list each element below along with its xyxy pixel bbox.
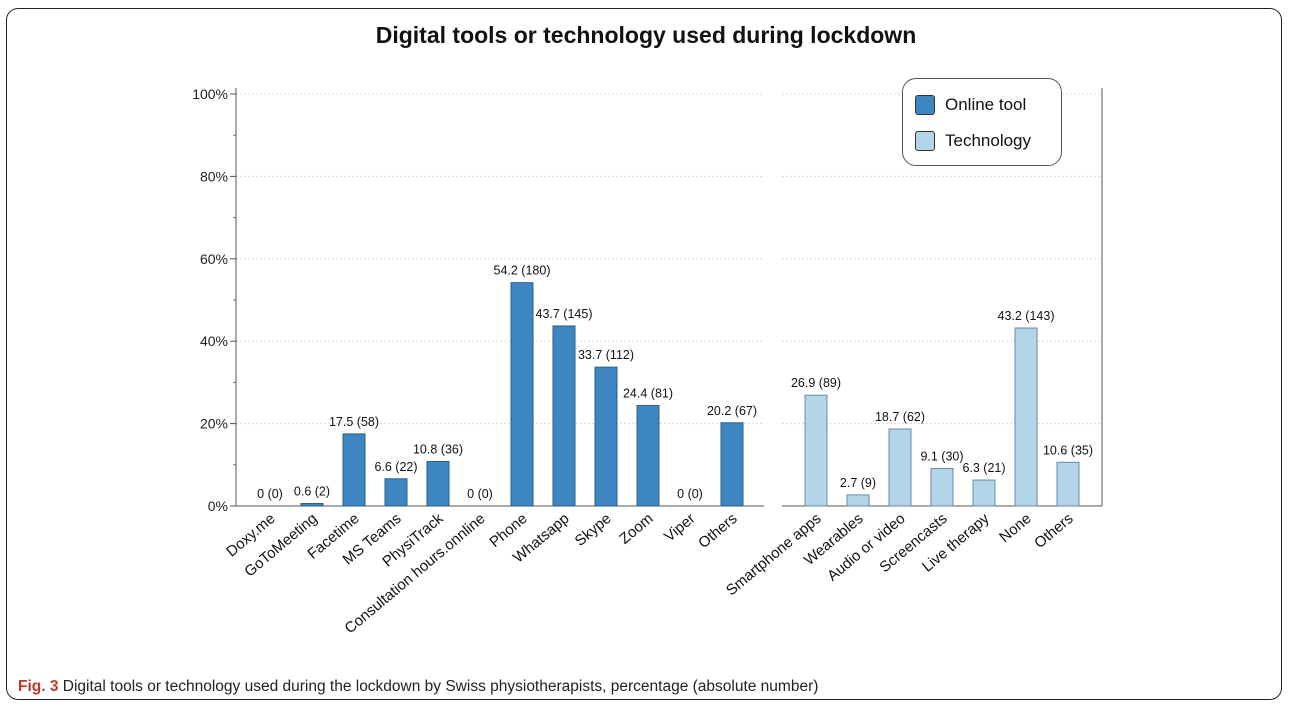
data-label: 43.7 (145) bbox=[536, 307, 593, 321]
bar bbox=[804, 394, 828, 507]
bar bbox=[1014, 327, 1038, 507]
y-tick-label: 60% bbox=[200, 251, 228, 267]
y-tick-label: 100% bbox=[192, 86, 228, 102]
data-label: 0 (0) bbox=[467, 487, 493, 501]
category-label: Viper bbox=[661, 510, 699, 545]
y-tick-label: 80% bbox=[200, 168, 228, 184]
legend-swatch-online-tool bbox=[915, 95, 935, 115]
legend-item-online-tool: Online tool bbox=[915, 93, 1026, 117]
data-label: 10.8 (36) bbox=[413, 443, 463, 457]
category-label: Others bbox=[695, 510, 740, 552]
bar bbox=[846, 494, 870, 507]
bar bbox=[510, 282, 534, 507]
bar bbox=[552, 325, 576, 507]
data-label: 10.6 (35) bbox=[1043, 443, 1093, 457]
data-label: 26.9 (89) bbox=[791, 376, 841, 390]
category-label: Skype bbox=[572, 510, 615, 550]
y-tick-label: 0% bbox=[208, 498, 228, 514]
data-label: 6.3 (21) bbox=[962, 461, 1005, 475]
data-label: 6.6 (22) bbox=[374, 460, 417, 474]
category-label: Others bbox=[1031, 510, 1076, 552]
data-label: 43.2 (143) bbox=[998, 309, 1055, 323]
legend-item-technology: Technology bbox=[915, 129, 1031, 153]
y-tick-label: 40% bbox=[200, 333, 228, 349]
bar bbox=[888, 428, 912, 507]
category-label: Zoom bbox=[616, 510, 656, 548]
data-label: 18.7 (62) bbox=[875, 410, 925, 424]
data-label: 0 (0) bbox=[257, 487, 283, 501]
legend-label-technology: Technology bbox=[945, 131, 1032, 150]
caption-text: Digital tools or technology used during … bbox=[58, 678, 819, 695]
data-label: 9.1 (30) bbox=[920, 450, 963, 464]
bar bbox=[972, 479, 996, 507]
y-tick-label: 20% bbox=[200, 416, 228, 432]
data-label: 17.5 (58) bbox=[329, 415, 379, 429]
chart-legend: Online tool Technology bbox=[902, 78, 1062, 166]
data-label: 54.2 (180) bbox=[494, 264, 551, 278]
caption-label: Fig. 3 bbox=[18, 678, 59, 695]
bar bbox=[636, 404, 660, 507]
data-label: 20.2 (67) bbox=[707, 404, 757, 418]
figure-caption: Fig. 3 Digital tools or technology used … bbox=[18, 678, 818, 696]
legend-swatch-technology bbox=[915, 131, 935, 151]
bar bbox=[720, 422, 744, 507]
figure-frame bbox=[6, 8, 1282, 700]
chart-title: Digital tools or technology used during … bbox=[375, 22, 917, 48]
bar bbox=[1056, 461, 1080, 507]
data-label: 0.6 (2) bbox=[294, 485, 330, 499]
data-label: 2.7 (9) bbox=[840, 476, 876, 490]
bar bbox=[300, 503, 324, 507]
data-label: 24.4 (81) bbox=[623, 386, 673, 400]
bar bbox=[342, 433, 366, 507]
bar bbox=[384, 478, 408, 507]
bar bbox=[426, 461, 450, 507]
data-label: 33.7 (112) bbox=[578, 348, 634, 362]
bar bbox=[594, 366, 618, 507]
category-label: None bbox=[996, 510, 1034, 546]
legend-label-online-tool: Online tool bbox=[945, 95, 1027, 114]
data-label: 0 (0) bbox=[677, 487, 703, 501]
bar bbox=[930, 468, 954, 507]
